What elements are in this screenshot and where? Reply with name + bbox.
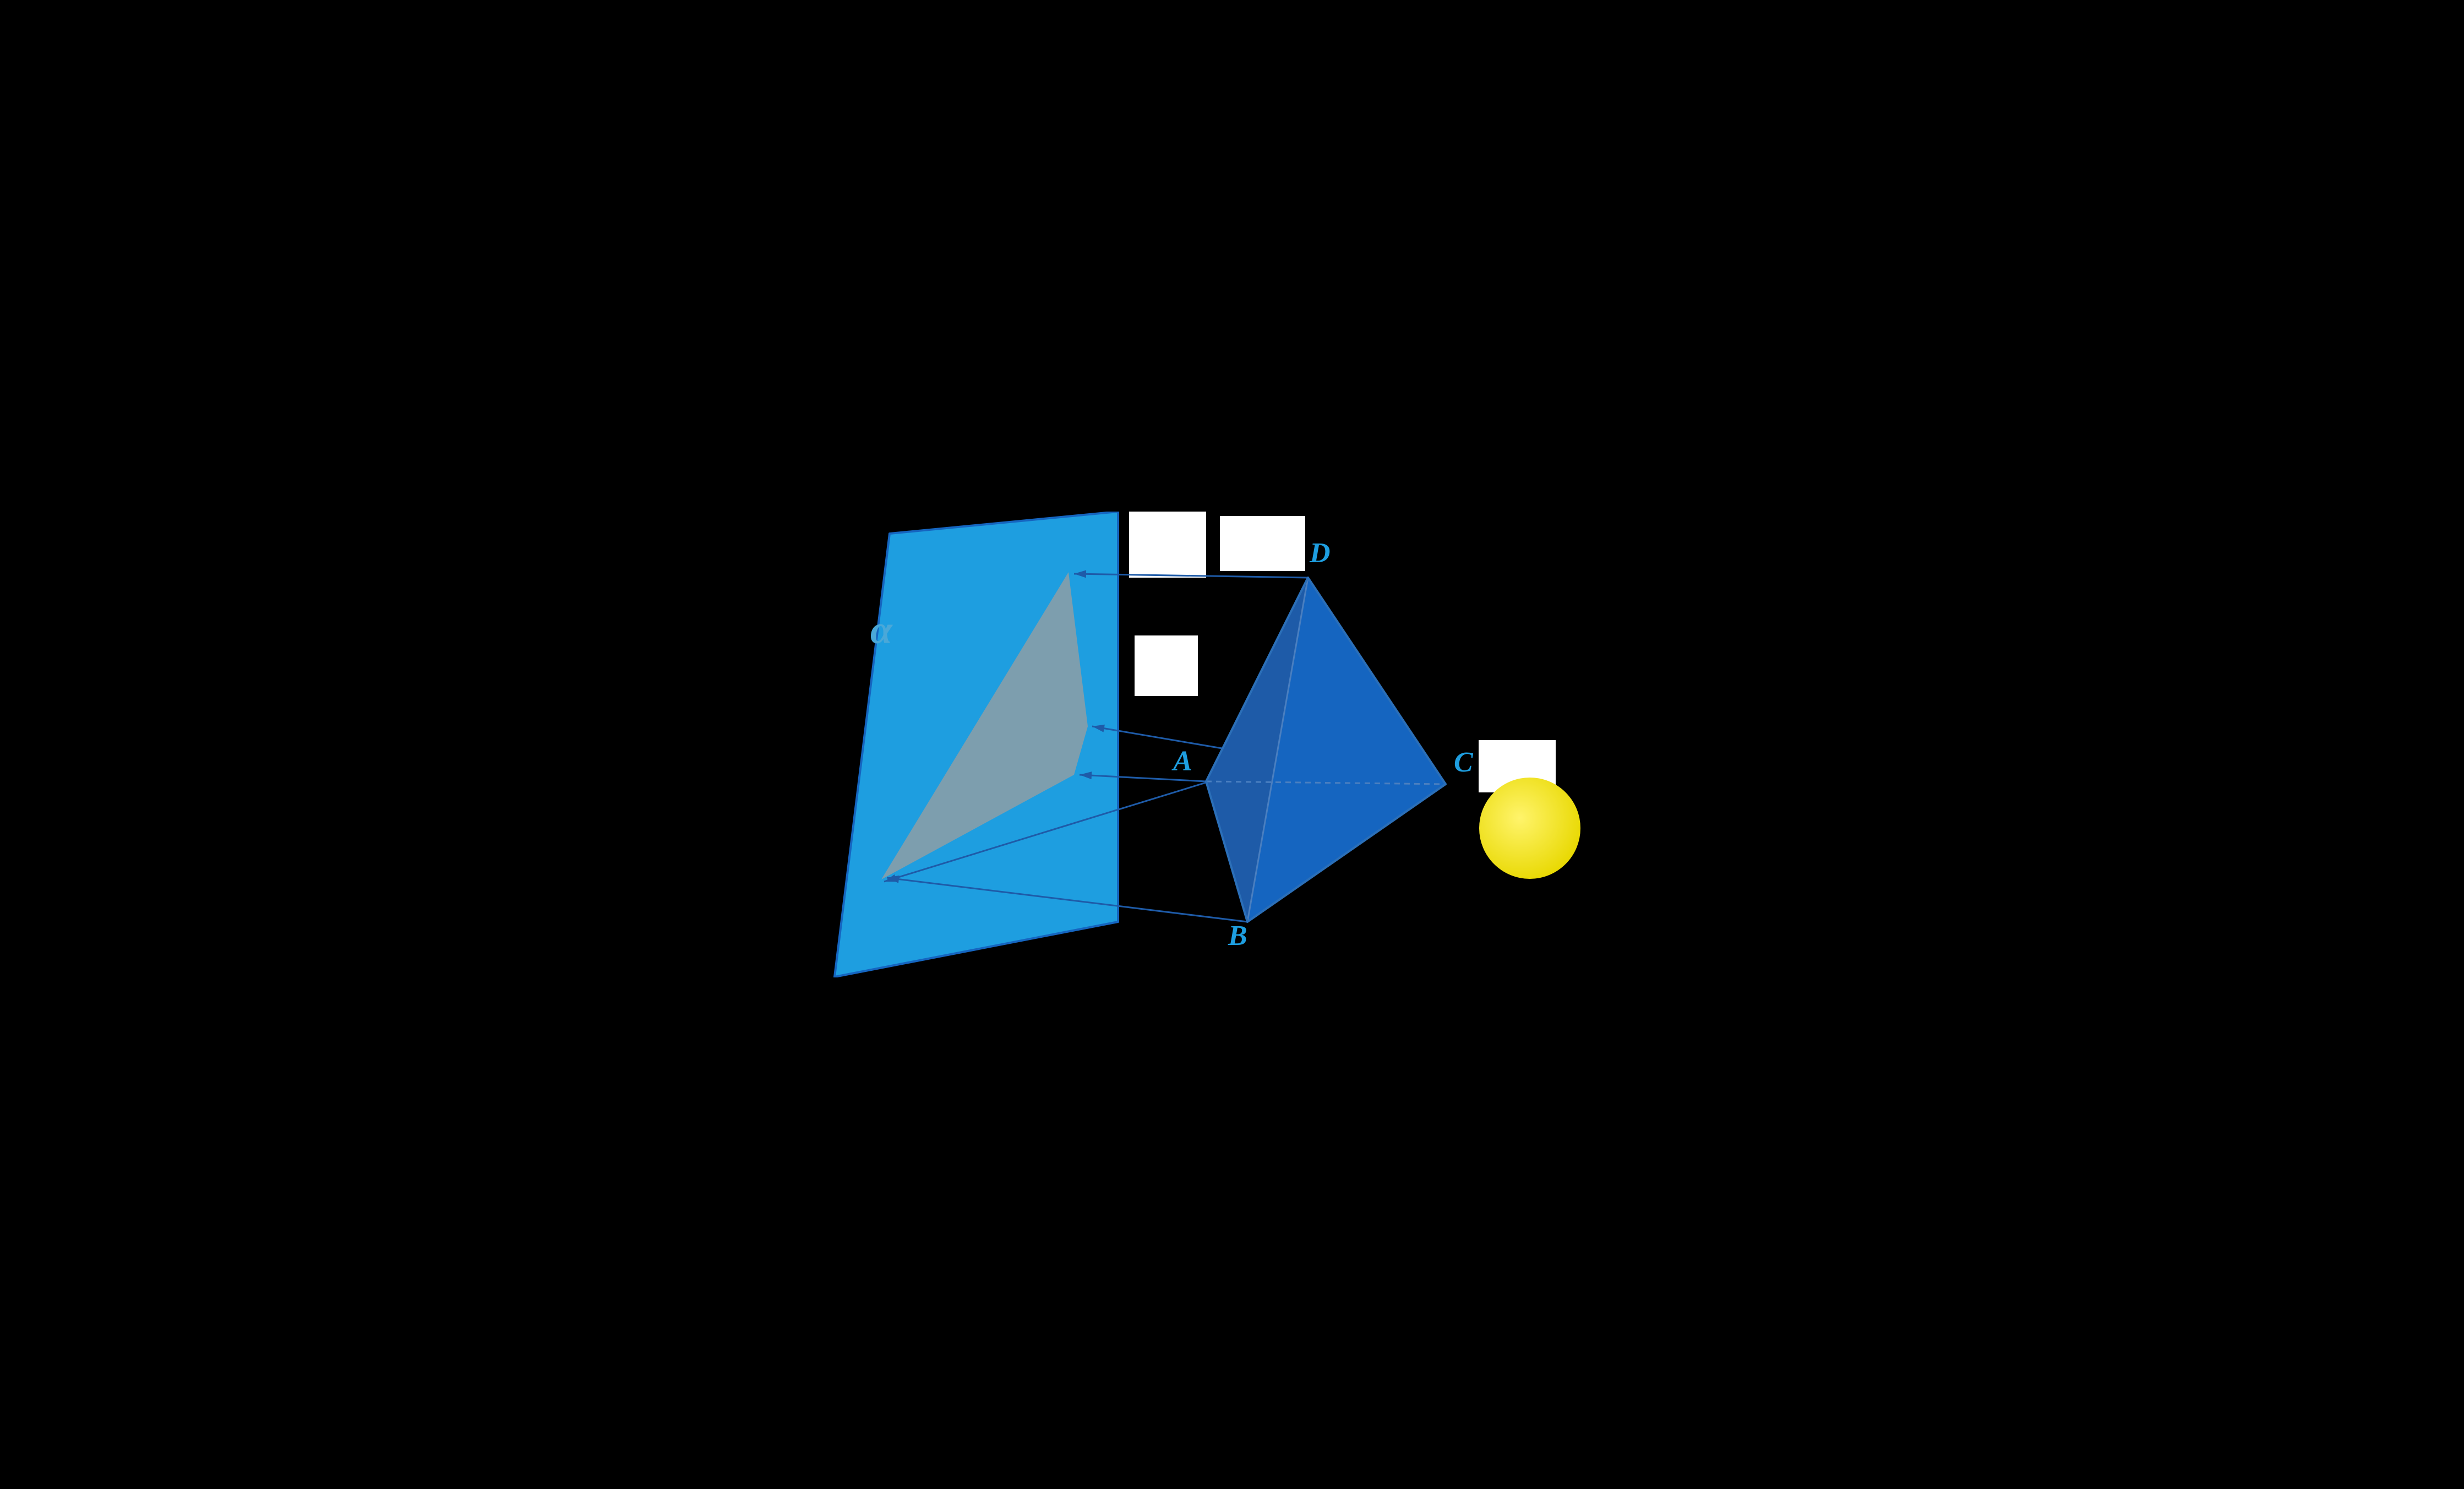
geometry-diagram	[832, 512, 1632, 977]
diagram-canvas: α A B C D	[832, 512, 1632, 977]
